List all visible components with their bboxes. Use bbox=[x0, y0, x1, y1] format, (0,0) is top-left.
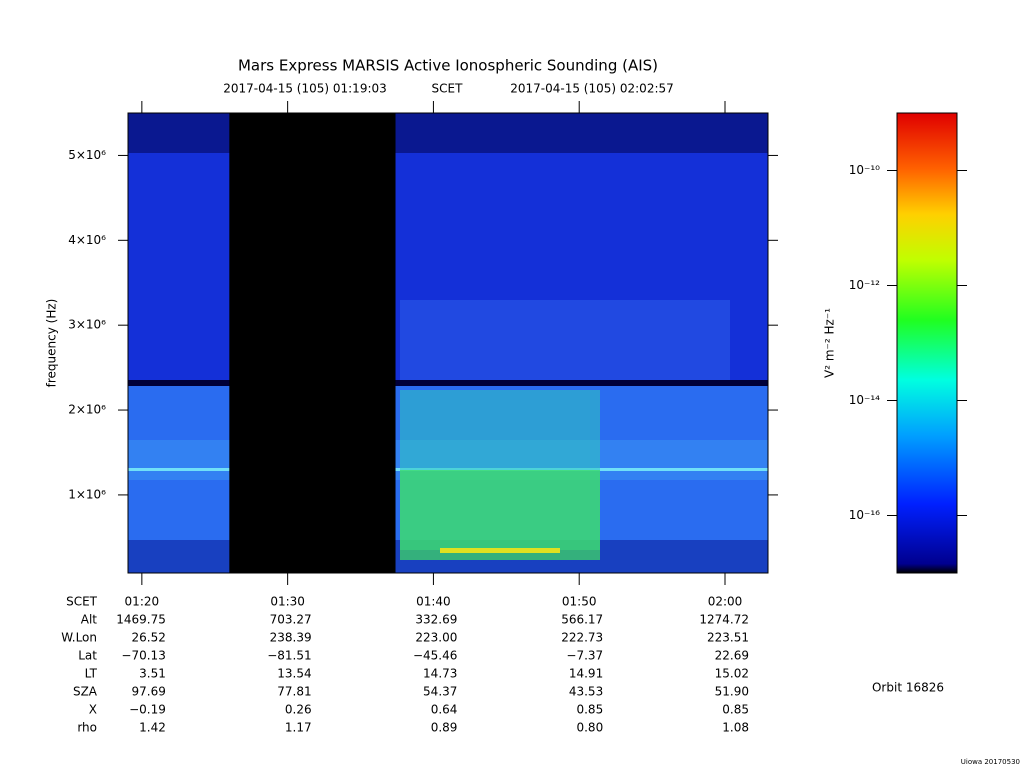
x-tick-label: 01:50 bbox=[562, 595, 597, 609]
colorbar-tick-label: 10⁻¹⁴ bbox=[849, 393, 880, 407]
ephemeris-value: 1.17 bbox=[285, 721, 312, 735]
colorbar-tick-label: 10⁻¹² bbox=[849, 278, 880, 292]
ephemeris-value: 3.51 bbox=[139, 667, 166, 681]
data-gap bbox=[229, 113, 396, 573]
colorbar-tick-label: 10⁻¹⁶ bbox=[849, 508, 880, 522]
orbit-label: Orbit 16826 bbox=[872, 681, 944, 695]
ephemeris-value: 566.17 bbox=[561, 613, 603, 627]
ephemeris-value: 0.89 bbox=[431, 721, 458, 735]
ephemeris-value: −45.46 bbox=[413, 649, 457, 663]
ephemeris-label: Alt bbox=[81, 613, 98, 627]
colorbar-tick-label: 10⁻¹⁰ bbox=[849, 163, 880, 177]
ephemeris-value: 77.81 bbox=[277, 685, 311, 699]
ephemeris-value: 223.00 bbox=[415, 631, 457, 645]
ephemeris-value: 0.64 bbox=[431, 703, 458, 717]
ephemeris-value: 0.85 bbox=[722, 703, 749, 717]
ephemeris-value: 51.90 bbox=[715, 685, 749, 699]
ephemeris-label: rho bbox=[77, 721, 97, 735]
ephemeris-label: X bbox=[89, 703, 97, 717]
ephemeris-value: 22.69 bbox=[715, 649, 749, 663]
y-tick-label: 2×10⁶ bbox=[68, 403, 106, 417]
ephemeris-value: 43.53 bbox=[569, 685, 603, 699]
x-tick-label: 02:00 bbox=[708, 595, 743, 609]
ephemeris-value: 332.69 bbox=[415, 613, 457, 627]
x-tick-label: 01:30 bbox=[270, 595, 305, 609]
ephemeris-value: 238.39 bbox=[270, 631, 312, 645]
plot-frame bbox=[127, 112, 769, 574]
credit: Uiowa 20170530 bbox=[961, 758, 1020, 766]
y-axis-label: frequency (Hz) bbox=[45, 299, 59, 388]
ephemeris-label: W.Lon bbox=[61, 631, 97, 645]
colorbar-label: V² m⁻² Hz⁻¹ bbox=[823, 308, 837, 378]
ephemeris-value: 26.52 bbox=[131, 631, 165, 645]
ephemeris-value: 13.54 bbox=[277, 667, 311, 681]
y-tick-label: 3×10⁶ bbox=[68, 318, 106, 332]
x-tick-label: 01:40 bbox=[416, 595, 451, 609]
y-tick-label: 1×10⁶ bbox=[68, 487, 106, 501]
x-tick-label: 01:20 bbox=[125, 595, 160, 609]
ephemeris-label: Lat bbox=[78, 649, 97, 663]
ephemeris-value: −81.51 bbox=[267, 649, 311, 663]
ephemeris-label: SZA bbox=[73, 685, 98, 699]
ephemeris-label: SCET bbox=[66, 595, 98, 609]
ephemeris-label: LT bbox=[85, 667, 98, 681]
ephemeris-value: 223.51 bbox=[707, 631, 749, 645]
ephemeris-value: 14.73 bbox=[423, 667, 457, 681]
ephemeris-value: 97.69 bbox=[131, 685, 165, 699]
ephemeris-value: 222.73 bbox=[561, 631, 603, 645]
y-tick-label: 4×10⁶ bbox=[68, 233, 106, 247]
ephemeris-value: 703.27 bbox=[270, 613, 312, 627]
ephemeris-value: 1.42 bbox=[139, 721, 166, 735]
spectrogram-image bbox=[128, 113, 768, 573]
ephemeris-value: −7.37 bbox=[566, 649, 603, 663]
ephemeris-value: −70.13 bbox=[121, 649, 165, 663]
ephemeris-value: 1.08 bbox=[722, 721, 749, 735]
ephemeris-value: 14.91 bbox=[569, 667, 603, 681]
end-time: 2017-04-15 (105) 02:02:57 bbox=[510, 82, 674, 96]
ephemeris-value: 0.26 bbox=[285, 703, 312, 717]
ephemeris-value: 54.37 bbox=[423, 685, 457, 699]
ephemeris-value: 1469.75 bbox=[116, 613, 166, 627]
ephemeris-value: 15.02 bbox=[715, 667, 749, 681]
ephemeris-value: 1274.72 bbox=[699, 613, 749, 627]
start-time: 2017-04-15 (105) 01:19:03 bbox=[223, 82, 387, 96]
ephemeris-value: −0.19 bbox=[129, 703, 166, 717]
ephemeris-value: 0.80 bbox=[576, 721, 603, 735]
time-system: SCET bbox=[432, 82, 464, 96]
chart-title: Mars Express MARSIS Active Ionospheric S… bbox=[238, 57, 658, 75]
ephemeris-value: 0.85 bbox=[576, 703, 603, 717]
colorbar bbox=[896, 112, 958, 574]
y-tick-label: 5×10⁶ bbox=[68, 148, 106, 162]
